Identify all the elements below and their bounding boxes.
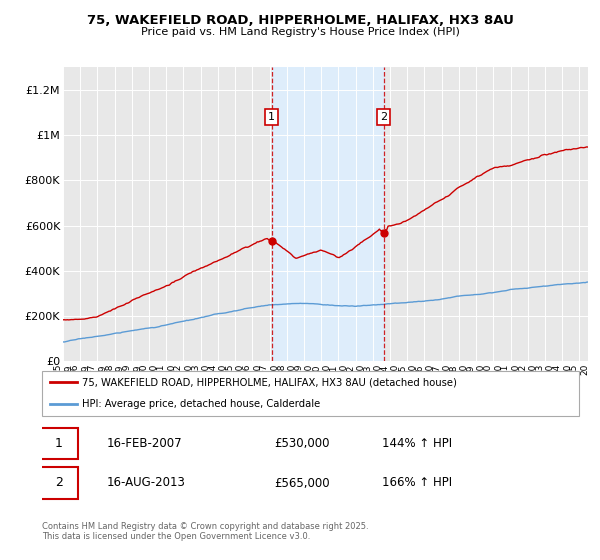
Text: 1: 1 xyxy=(268,112,275,122)
Text: 166% ↑ HPI: 166% ↑ HPI xyxy=(382,477,452,489)
Text: Price paid vs. HM Land Registry's House Price Index (HPI): Price paid vs. HM Land Registry's House … xyxy=(140,27,460,37)
Text: 2: 2 xyxy=(55,477,62,489)
FancyBboxPatch shape xyxy=(40,428,78,459)
Text: 1: 1 xyxy=(55,437,62,450)
Text: 144% ↑ HPI: 144% ↑ HPI xyxy=(382,437,452,450)
FancyBboxPatch shape xyxy=(42,371,580,416)
Text: £530,000: £530,000 xyxy=(274,437,330,450)
Text: £565,000: £565,000 xyxy=(274,477,330,489)
Text: Contains HM Land Registry data © Crown copyright and database right 2025.
This d: Contains HM Land Registry data © Crown c… xyxy=(42,522,368,542)
Text: HPI: Average price, detached house, Calderdale: HPI: Average price, detached house, Cald… xyxy=(83,399,321,409)
Text: 75, WAKEFIELD ROAD, HIPPERHOLME, HALIFAX, HX3 8AU (detached house): 75, WAKEFIELD ROAD, HIPPERHOLME, HALIFAX… xyxy=(83,377,457,388)
Text: 16-FEB-2007: 16-FEB-2007 xyxy=(107,437,182,450)
Text: 2: 2 xyxy=(380,112,388,122)
Text: 75, WAKEFIELD ROAD, HIPPERHOLME, HALIFAX, HX3 8AU: 75, WAKEFIELD ROAD, HIPPERHOLME, HALIFAX… xyxy=(86,14,514,27)
Bar xyxy=(272,67,384,361)
FancyBboxPatch shape xyxy=(40,468,78,498)
Text: 16-AUG-2013: 16-AUG-2013 xyxy=(107,477,185,489)
